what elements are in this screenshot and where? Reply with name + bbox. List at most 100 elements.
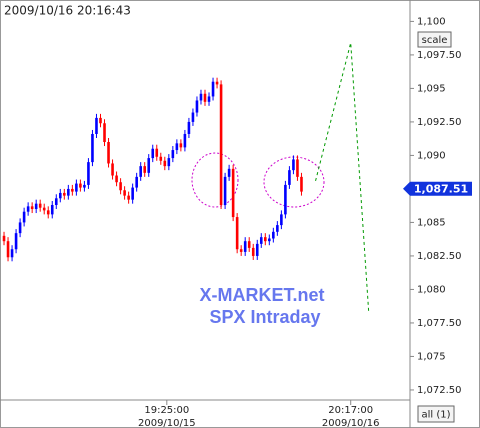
x-tick-label: 20:17:00 <box>328 405 373 416</box>
candle-body <box>87 162 90 185</box>
candle-body <box>155 148 159 157</box>
candle-body <box>67 188 70 196</box>
candle-body <box>223 176 227 206</box>
candle-body <box>99 117 102 124</box>
y-tick-label: 1,082.50 <box>417 251 462 262</box>
candle-body <box>75 183 78 192</box>
candle-body <box>50 205 54 215</box>
candle-body <box>22 211 26 223</box>
y-tick-label: 1,097.50 <box>417 50 462 61</box>
candle-body <box>276 225 279 232</box>
candle-body <box>135 176 138 188</box>
x-tick-label: 19:25:00 <box>144 405 189 416</box>
candle-body <box>268 238 271 242</box>
all-button-label[interactable]: all (1) <box>421 410 450 421</box>
candle-body <box>103 123 106 143</box>
candle-body <box>127 195 130 200</box>
candle-body <box>203 93 207 102</box>
candle-body <box>79 183 82 188</box>
candle-body <box>219 84 223 206</box>
candle-body <box>46 210 50 215</box>
candle-body <box>18 222 22 234</box>
candle-body <box>199 93 203 101</box>
candle-body <box>255 243 259 256</box>
candle-body <box>139 166 142 177</box>
candle-body <box>171 150 175 159</box>
candle-body <box>215 81 219 85</box>
candle-body <box>95 117 98 134</box>
candle-body <box>14 233 18 250</box>
x-tick-date: 2009/10/16 <box>322 418 380 428</box>
candle-body <box>167 158 171 167</box>
scale-button-label[interactable]: scale <box>422 35 448 46</box>
candle-body <box>6 241 10 258</box>
timestamp: 2009/10/16 20:16:43 <box>4 4 131 18</box>
highlight-ellipse <box>191 152 239 208</box>
candle-body <box>259 237 263 244</box>
candle-body <box>34 203 38 210</box>
candle-body <box>42 207 46 211</box>
candle-body <box>91 133 94 163</box>
last-price-label: 1,087.51 <box>414 182 468 195</box>
candle-body <box>115 175 118 183</box>
candle-body <box>247 241 251 248</box>
all-button[interactable] <box>417 405 455 423</box>
y-tick-label: 1,100 <box>417 16 446 27</box>
y-tick-label: 1,095 <box>417 83 446 94</box>
candle-body <box>30 206 34 210</box>
candle-body <box>195 100 199 113</box>
x-tick-date: 2009/10/15 <box>138 418 196 428</box>
candle-body <box>151 148 155 159</box>
candle-body <box>211 81 215 97</box>
candle-body <box>147 158 151 173</box>
last-price-tag <box>403 181 472 196</box>
candle-body <box>71 188 74 192</box>
y-tick-label: 1,080 <box>417 284 446 295</box>
watermark: SPX Intraday <box>209 307 320 327</box>
candle-body <box>2 235 6 242</box>
candle-body <box>131 187 134 200</box>
candle-body <box>10 249 14 258</box>
candle-body <box>175 143 179 151</box>
candle-body <box>288 170 291 185</box>
y-tick-label: 1,075 <box>417 351 446 362</box>
candle-body <box>119 182 122 191</box>
candle-body <box>179 143 183 148</box>
candle-body <box>227 168 231 177</box>
highlight-ellipse <box>263 156 325 208</box>
candle-body <box>58 192 62 199</box>
candle-body <box>272 231 275 239</box>
candle-body <box>239 249 243 252</box>
candle-body <box>243 241 247 252</box>
candle-body <box>207 96 211 102</box>
candle-body <box>284 184 287 215</box>
y-tick-label: 1,077.50 <box>417 318 462 329</box>
candle-body <box>123 190 126 196</box>
watermark: X-MARKET.net <box>200 285 325 305</box>
candle-body <box>251 247 255 256</box>
candle-body <box>183 133 187 148</box>
candle-body <box>300 176 303 192</box>
candle-body <box>292 159 295 171</box>
candle-body <box>163 160 167 167</box>
candle-body <box>235 217 239 250</box>
candle-body <box>111 163 114 176</box>
candle-body <box>159 156 163 161</box>
y-tick-label: 1,085 <box>417 217 446 228</box>
y-tick-label: 1,092.50 <box>417 117 462 128</box>
candle-body <box>280 214 283 226</box>
candle-body <box>38 203 42 208</box>
candle-body <box>63 192 66 196</box>
scale-button[interactable] <box>417 31 452 48</box>
candle-body <box>296 159 299 177</box>
candle-body <box>107 142 110 164</box>
candle-body <box>54 198 58 206</box>
y-tick-label: 1,072.50 <box>417 385 462 396</box>
y-tick-label: 1,090 <box>417 150 446 161</box>
candle-body <box>143 166 147 173</box>
candle-body <box>83 184 86 188</box>
candle-body <box>231 168 235 218</box>
candle-body <box>187 121 191 134</box>
